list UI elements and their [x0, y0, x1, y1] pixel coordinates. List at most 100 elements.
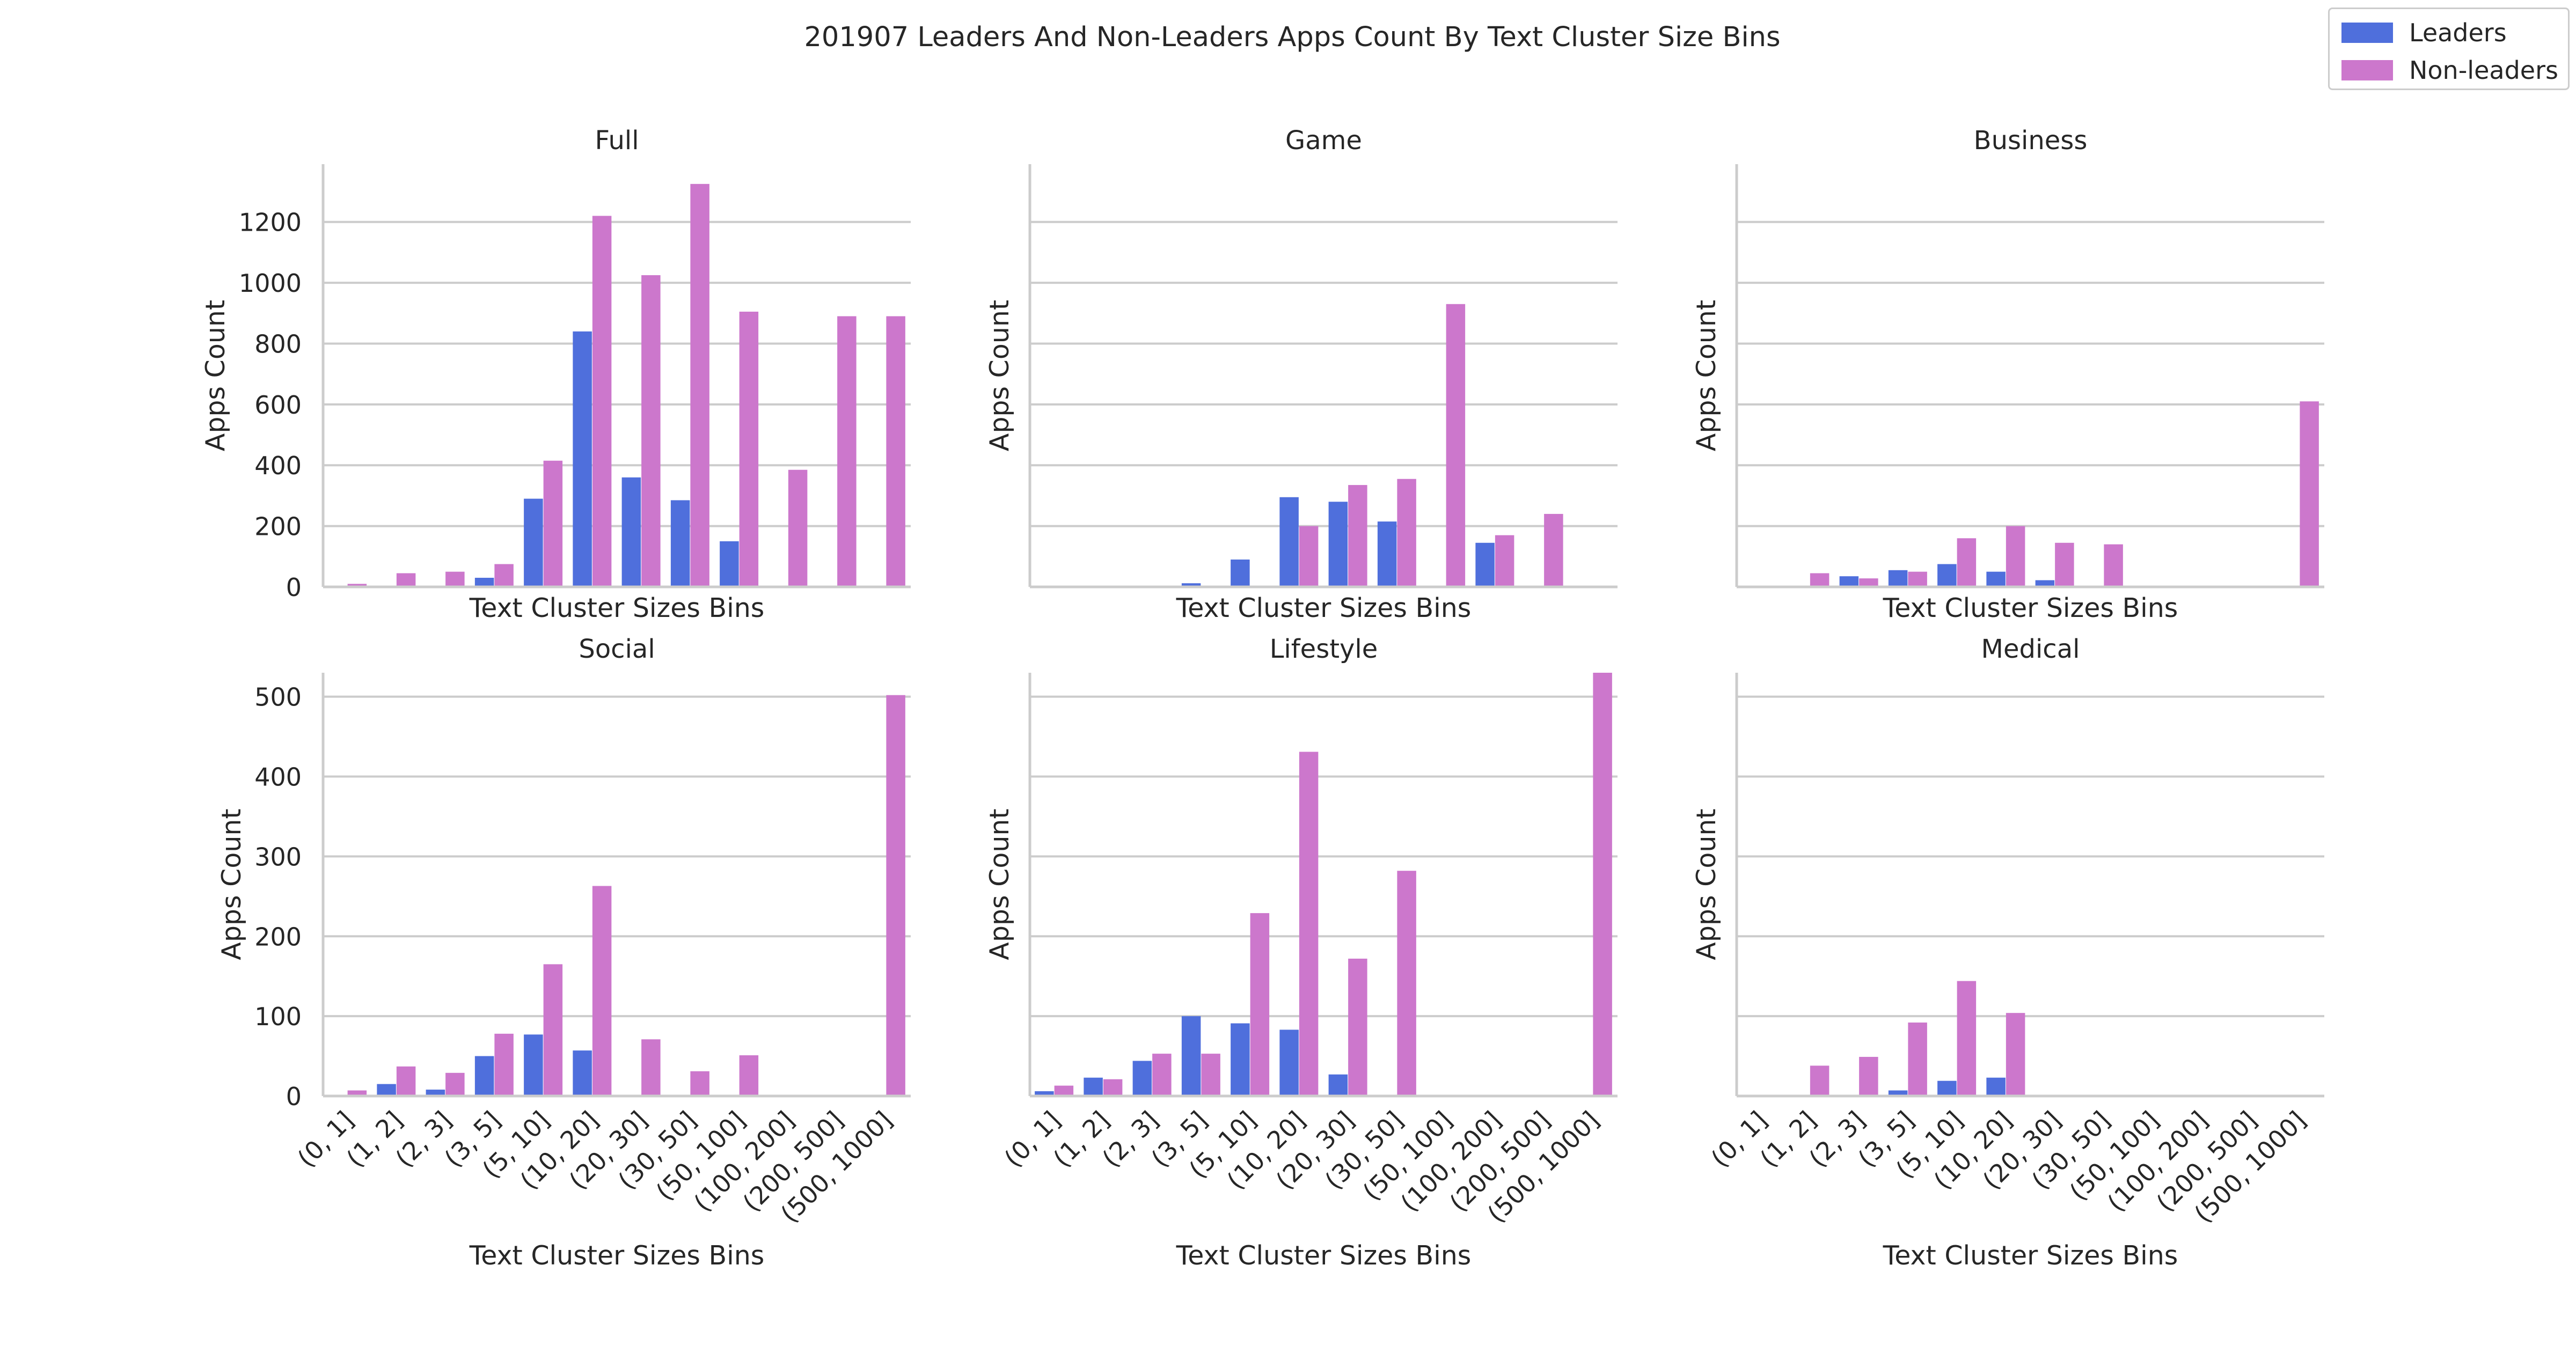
bar-leaders	[1475, 542, 1495, 587]
bar-nonleaders	[347, 1090, 367, 1096]
bar-leaders	[670, 500, 690, 587]
bar-leaders	[1986, 571, 2006, 587]
bar-leaders	[1132, 1061, 1152, 1096]
bar-leaders	[1888, 1090, 1908, 1096]
legend-swatch-leaders	[2341, 23, 2393, 43]
bar-leaders	[621, 477, 641, 587]
panel-title: Business	[1974, 126, 2088, 156]
bar-nonleaders	[1593, 673, 1612, 1096]
bar-leaders	[1084, 1077, 1103, 1096]
bar-nonleaders	[543, 964, 563, 1096]
bar-leaders	[720, 541, 739, 587]
bar-nonleaders	[592, 886, 612, 1096]
bar-leaders	[1328, 502, 1348, 587]
legend-item-nonleaders: Non-leaders	[2341, 54, 2558, 86]
y-tick-label: 300	[254, 842, 302, 871]
bar-nonleaders	[1152, 1054, 1172, 1096]
bar-nonleaders	[347, 584, 367, 587]
y-tick-label: 200	[254, 922, 302, 951]
bar-nonleaders	[641, 1039, 661, 1096]
panel-title: Social	[579, 634, 655, 664]
x-tick-label: (2, 3]	[1096, 1106, 1164, 1173]
x-tick-label: (0, 1]	[999, 1106, 1066, 1173]
y-tick-label: 100	[254, 1002, 302, 1031]
x-tick-label: (1, 2]	[341, 1106, 408, 1173]
y-axis-label: Apps Count	[984, 300, 1015, 451]
y-axis-label: Apps Count	[200, 300, 231, 451]
figure-title: 201907 Leaders And Non-Leaders Apps Coun…	[804, 21, 1780, 53]
y-axis-label: Apps Count	[984, 808, 1015, 960]
bar-leaders	[1328, 1074, 1348, 1096]
bar-leaders	[1839, 576, 1859, 587]
bar-leaders	[1986, 1077, 2006, 1096]
bar-nonleaders	[788, 469, 808, 587]
y-tick-label: 500	[254, 683, 302, 712]
bar-nonleaders	[445, 1072, 465, 1096]
bar-nonleaders	[1810, 1065, 1829, 1096]
x-axis-label: Text Cluster Sizes Bins	[1883, 1240, 2178, 1271]
bar-nonleaders	[1348, 958, 1367, 1096]
legend-swatch-nonleaders	[2341, 60, 2393, 80]
bar-nonleaders	[396, 573, 416, 587]
bar-leaders	[1181, 1016, 1201, 1096]
bar-nonleaders	[592, 216, 612, 587]
panel-full: 0 200 400 600 800 1000 1200 Full Apps Count Text …	[200, 126, 911, 623]
x-axis-label: Text Cluster Sizes Bins	[1883, 593, 2178, 623]
bar-leaders	[1231, 559, 1250, 587]
panel-title: Lifestyle	[1270, 634, 1378, 664]
bar-nonleaders	[1957, 538, 1977, 587]
bar-nonleaders	[1299, 526, 1319, 587]
y-tick-label: 400	[254, 451, 302, 480]
bar-nonleaders	[1201, 1054, 1220, 1096]
panel-title: Game	[1285, 126, 1362, 156]
bar-nonleaders	[1054, 1085, 1074, 1096]
bar-nonleaders	[1446, 304, 1466, 587]
x-axis-label: Text Cluster Sizes Bins	[1176, 593, 1472, 623]
x-tick-label: (2, 3]	[390, 1106, 457, 1173]
x-tick-label: (0, 1]	[292, 1106, 360, 1173]
bar-nonleaders	[1299, 752, 1319, 1096]
bar-nonleaders	[641, 275, 661, 587]
legend: Leaders Non-leaders	[2328, 8, 2570, 90]
bar-nonleaders	[1397, 479, 1416, 587]
y-axis-label: Apps Count	[216, 808, 247, 960]
bar-nonleaders	[886, 316, 905, 587]
bar-leaders	[474, 1056, 494, 1096]
bar-leaders	[573, 331, 592, 587]
bar-nonleaders	[1859, 578, 1878, 587]
bar-nonleaders	[739, 1055, 759, 1096]
y-tick-label: 200	[254, 512, 302, 541]
panel-game: Game Apps Count Text Cluster Sizes Bins	[984, 126, 1618, 623]
bar-nonleaders	[2006, 526, 2025, 587]
x-tick-label: (1, 2]	[1754, 1106, 1822, 1173]
x-tick-label: (0, 1]	[1706, 1106, 1773, 1173]
bar-leaders	[1937, 564, 1957, 587]
bar-nonleaders	[494, 564, 514, 587]
bar-nonleaders	[1103, 1079, 1123, 1096]
bar-leaders	[1035, 1091, 1054, 1096]
bar-nonleaders	[1810, 573, 1829, 587]
bar-nonleaders	[837, 316, 857, 587]
bar-leaders	[377, 1084, 396, 1096]
y-axis-label: Apps Count	[1691, 300, 1722, 451]
bar-nonleaders	[1495, 535, 1514, 587]
bar-leaders	[524, 1034, 543, 1096]
panel-title: Medical	[1981, 634, 2080, 664]
bar-leaders	[1279, 497, 1299, 587]
bar-nonleaders	[1859, 1057, 1878, 1096]
x-axis-label: Text Cluster Sizes Bins	[1176, 1240, 1472, 1271]
bar-nonleaders	[1908, 1023, 1927, 1096]
panel-medical: Medical Apps Count Text Cluster Sizes Bins…	[1691, 634, 2324, 1271]
bar-nonleaders	[445, 571, 465, 587]
bar-nonleaders	[2006, 1013, 2025, 1096]
bar-nonleaders	[1348, 485, 1367, 587]
bar-leaders	[1181, 583, 1201, 587]
bar-nonleaders	[1908, 571, 1927, 587]
bar-nonleaders	[2055, 542, 2074, 587]
x-tick-label: (1, 2]	[1048, 1106, 1115, 1173]
y-tick-label: 800	[254, 329, 302, 358]
legend-label-nonleaders: Non-leaders	[2409, 56, 2558, 85]
y-tick-label: 0	[286, 1082, 302, 1111]
bar-nonleaders	[1250, 913, 1270, 1096]
